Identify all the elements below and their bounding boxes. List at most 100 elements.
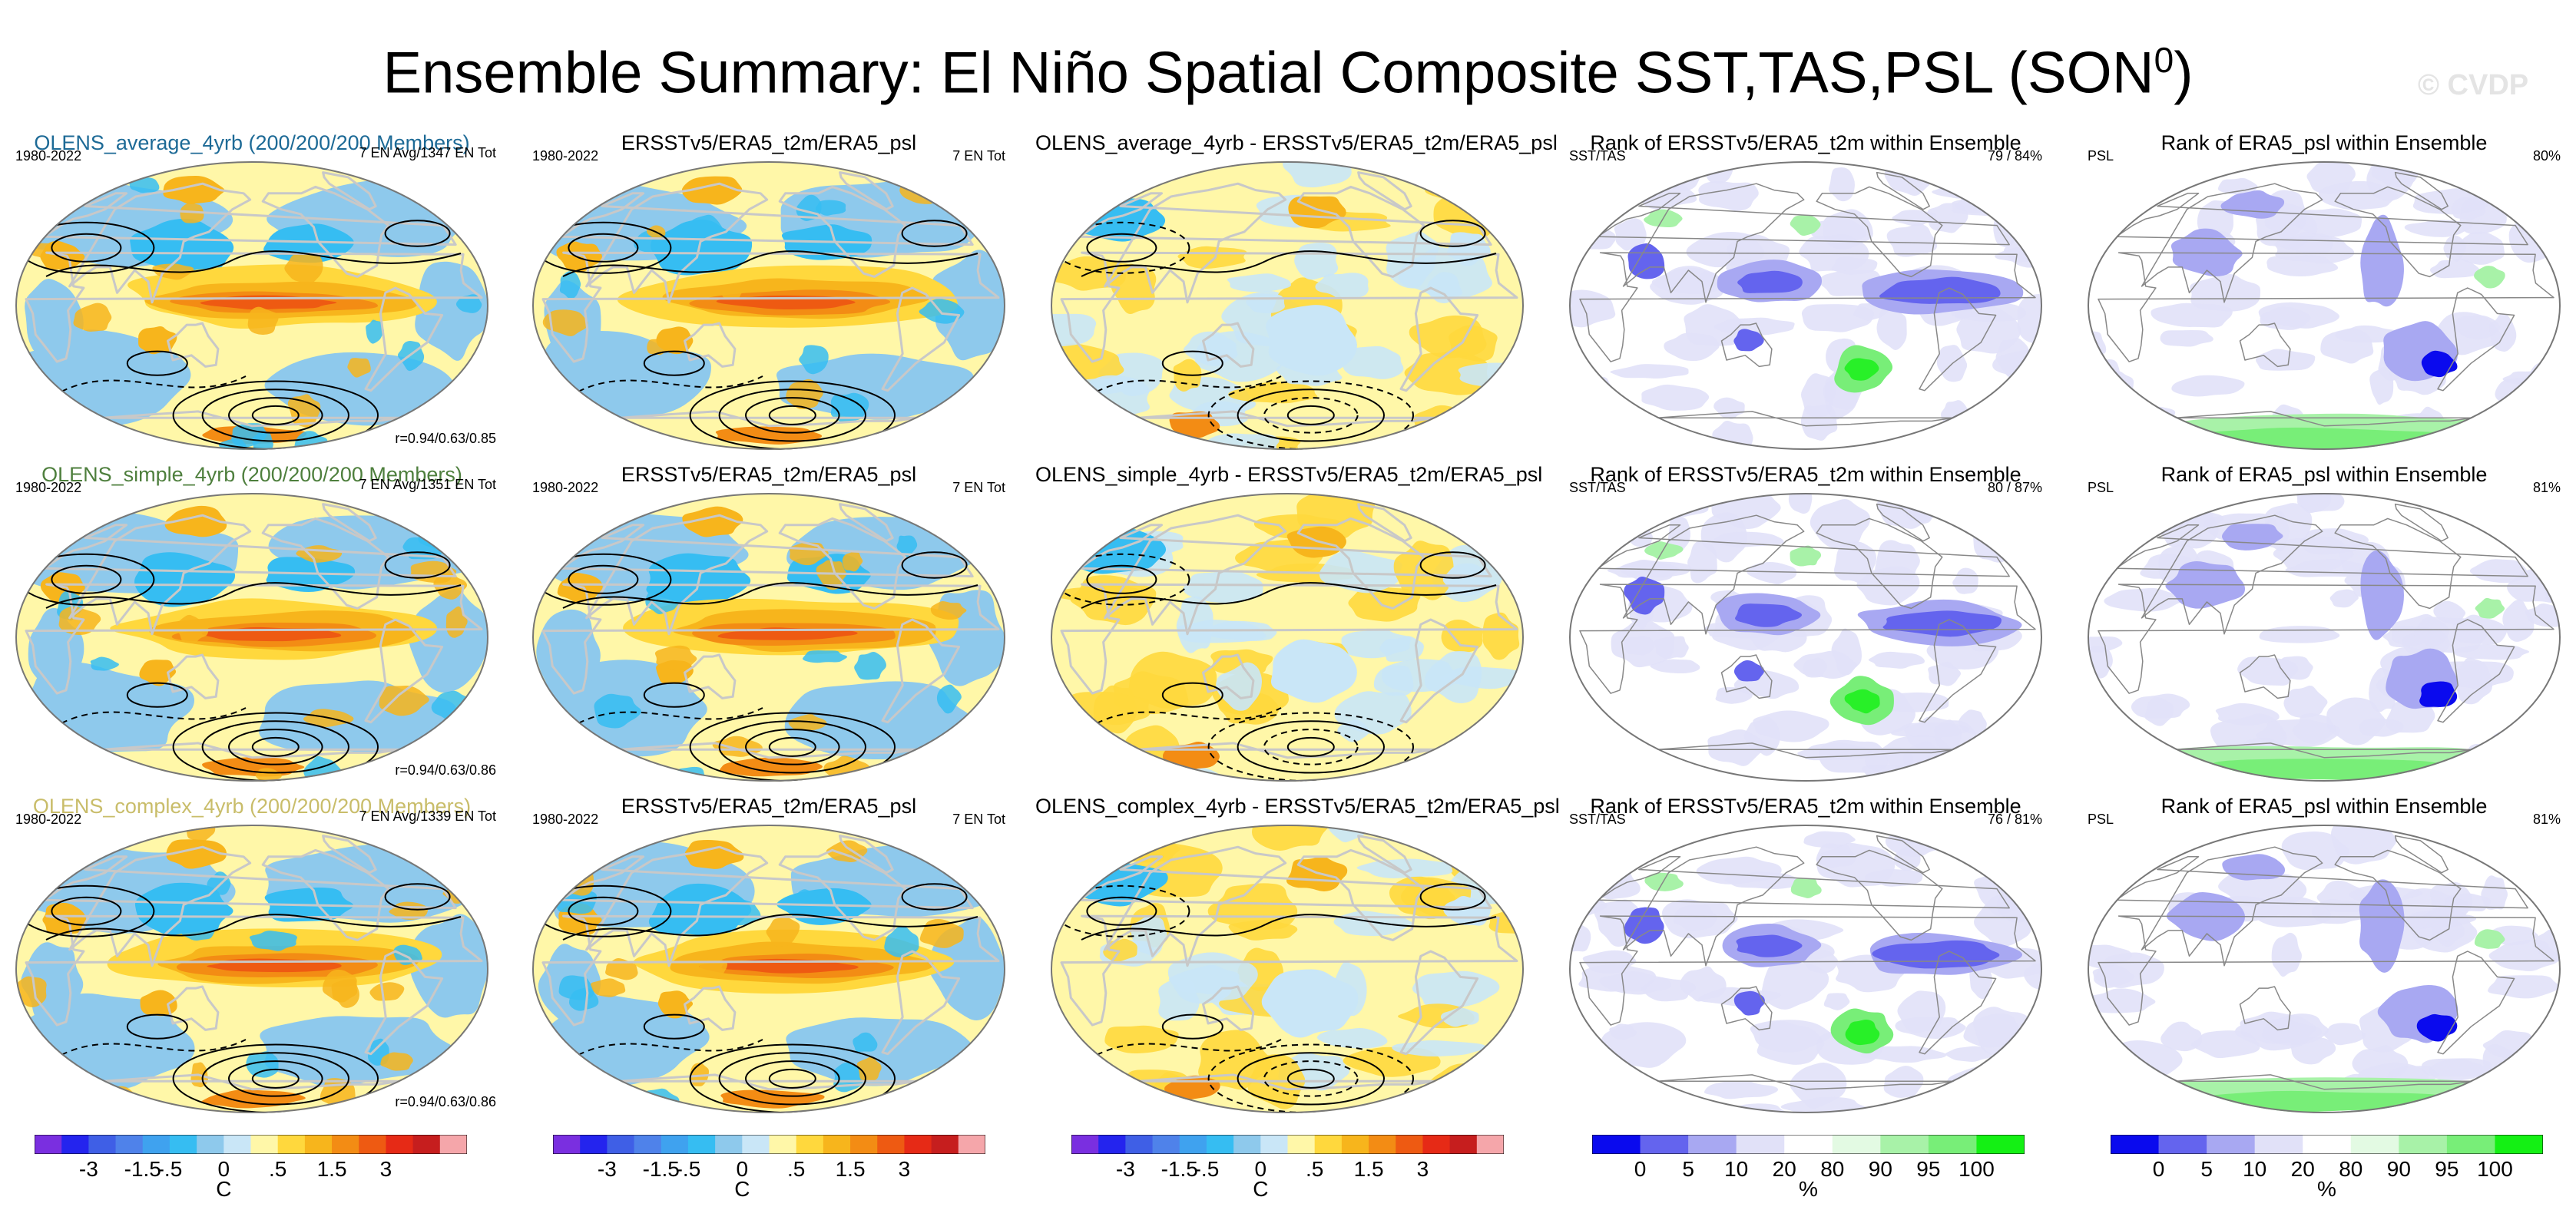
- colorbar-box: [1592, 1135, 1641, 1154]
- psl-contour-line: [562, 582, 978, 609]
- south-america-outline: [364, 618, 444, 724]
- colorbar-tick-label: .5: [1306, 1157, 1324, 1181]
- africa-outline: [541, 583, 1000, 695]
- ensemble-count: 7 EN Avg/1339 EN Tot: [359, 808, 496, 824]
- anomaly-patch: [260, 1016, 459, 1088]
- rank-patch: [2451, 197, 2486, 221]
- colorbar-tick-label: 3: [379, 1157, 392, 1181]
- anomaly-patch: [1051, 313, 1097, 347]
- anomaly-patch: [380, 1052, 413, 1071]
- colorbar-box: [1314, 1135, 1343, 1154]
- rank-patch: [1788, 493, 1813, 514]
- psl-contour-line: [745, 397, 840, 434]
- psl-contour-line: [51, 896, 122, 926]
- psl-contour-line: [201, 388, 349, 442]
- australia-outline: [2239, 986, 2291, 1031]
- anomaly-patch: [164, 505, 227, 537]
- antarctica-outline: [618, 1073, 918, 1091]
- colorbar-box: [332, 1135, 359, 1154]
- ensemble-panel-title: OLENS_simple_4yrb (200/200/200 Members): [41, 463, 462, 486]
- difference-panel-title: OLENS_simple_4yrb - ERSSTv5/ERA5_t2m/ERA…: [1035, 463, 1543, 486]
- anomaly-patch: [1427, 272, 1463, 304]
- asia-outline: [1622, 514, 1805, 635]
- australia-outline: [167, 985, 220, 1031]
- rank-patch: [2120, 1096, 2152, 1113]
- rank-patch: [1650, 266, 1723, 305]
- greenland-outline: [839, 171, 894, 211]
- anomaly-patch: [347, 358, 371, 378]
- anomaly-patch: [542, 309, 588, 336]
- psl-contour-line: [251, 736, 300, 757]
- colorbar-box: [1422, 1135, 1451, 1154]
- colorbar-box: [2399, 1135, 2448, 1154]
- rank-patch: [2088, 1071, 2131, 1097]
- anomaly-patch: [1356, 858, 1453, 879]
- colorbar-box: [1152, 1135, 1180, 1154]
- rank-patch: [1860, 1046, 1947, 1063]
- diff-map: [1051, 161, 1524, 450]
- rank-patch: [1831, 256, 1878, 275]
- psl-contour-line: [1096, 1039, 1282, 1056]
- colorbar-tick-label: -.5: [1194, 1157, 1220, 1181]
- anomaly-patch: [605, 958, 638, 980]
- rank-patch: [2457, 429, 2493, 450]
- europe-outline: [1078, 855, 1492, 910]
- colorbar-box: [1396, 1135, 1423, 1154]
- asia-outline: [585, 845, 769, 967]
- rank-patch: [1753, 710, 1829, 742]
- africa-outline: [25, 914, 483, 1027]
- rank-patch: [2474, 929, 2505, 949]
- colorbar-box: [1206, 1135, 1234, 1154]
- rank-patch: [1868, 651, 1925, 669]
- anomaly-patch: [786, 379, 823, 410]
- psl-contour-line: [384, 883, 451, 911]
- rank-patch: [1591, 827, 1674, 858]
- colorbar-tick-label: 1.5: [1353, 1157, 1384, 1181]
- rank-patch: [1698, 181, 1759, 211]
- anomaly-patch: [439, 746, 485, 764]
- colorbar-box: [386, 1135, 414, 1154]
- anomaly-patch: [1339, 629, 1412, 659]
- rank-sst-percent: 79 / 84%: [1987, 148, 2042, 164]
- north-america-outline: [1816, 849, 1943, 941]
- rank-patch: [2405, 910, 2477, 929]
- australia-outline: [167, 653, 220, 699]
- colorbar-tick-label: 0: [1634, 1157, 1647, 1181]
- anomaly-patch: [559, 271, 581, 299]
- map-border: [2088, 161, 2561, 450]
- anomaly-patch: [715, 426, 823, 445]
- difference-panel-title: OLENS_complex_4yrb - ERSSTv5/ERA5_t2m/ER…: [1035, 795, 1560, 818]
- sst-map: [1569, 161, 2042, 450]
- psl-contour-line: [578, 375, 763, 392]
- psl-contour-line: [1081, 250, 1497, 277]
- rank-patch: [2429, 259, 2481, 279]
- south-america-outline: [1399, 950, 1479, 1056]
- rank-patch: [2088, 636, 2123, 653]
- psl-contour-line: [1237, 1052, 1385, 1106]
- rank-patch: [1624, 1088, 1677, 1112]
- anomaly-patch: [15, 201, 35, 232]
- greenland-outline: [839, 835, 894, 874]
- anomaly-patch: [654, 645, 697, 672]
- antarctica-outline: [101, 410, 401, 428]
- anomaly-patch: [1413, 405, 1489, 443]
- antarctica-outline: [1137, 1073, 1436, 1091]
- rank-patch: [1696, 856, 1782, 884]
- psl-contour-line: [1237, 388, 1385, 442]
- colorbar-tick-label: -1.5: [1161, 1157, 1198, 1181]
- psl-contour-line: [201, 1052, 349, 1106]
- ensemble-panel-title: OLENS_complex_4yrb (200/200/200 Members): [32, 795, 472, 818]
- rank-patch: [1687, 541, 1717, 584]
- colorbar-box: [1369, 1135, 1396, 1154]
- rank-patch: [1790, 545, 1822, 567]
- anomaly-patch: [856, 1056, 882, 1082]
- rank-patch: [2526, 209, 2561, 240]
- asia-outline: [1622, 183, 1805, 303]
- observed-panel-title: ERSSTv5/ERA5_t2m/ERA5_psl: [621, 463, 917, 486]
- greenland-outline: [1357, 503, 1412, 543]
- asia-outline: [2141, 183, 2323, 303]
- rank-patch: [2283, 686, 2328, 718]
- map-border: [1051, 493, 1524, 782]
- anomaly-patch: [1184, 331, 1238, 366]
- anomaly-patch: [179, 914, 217, 941]
